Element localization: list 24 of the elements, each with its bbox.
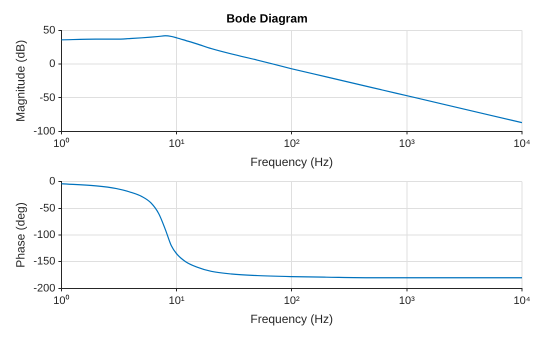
- y-tick-label: -50: [40, 202, 56, 214]
- x-tick-label: 10³: [398, 295, 416, 308]
- y-tick-label: 0: [49, 176, 56, 188]
- y-tick-label: 0: [49, 58, 56, 70]
- x-tick-label: 10³: [398, 138, 416, 150]
- x-tick-label: 10⁴: [514, 295, 531, 308]
- x-tick-label: 10¹: [168, 295, 185, 308]
- y-axis-title: Phase (deg): [14, 202, 28, 268]
- y-tick-label: -100: [33, 125, 56, 138]
- x-tick-label: 10¹: [168, 138, 185, 150]
- x-axis-title: Frequency (Hz): [250, 155, 334, 170]
- y-tick-label: 50: [43, 24, 56, 36]
- y-axis-title: Magnitude (dB): [14, 40, 28, 122]
- x-tick-label: 10⁰: [53, 137, 70, 150]
- y-tick-label: -200: [33, 282, 56, 294]
- x-axis-title: Frequency (Hz): [250, 312, 334, 326]
- chart-title: Bode Diagram: [226, 12, 308, 26]
- y-tick-label: -150: [33, 256, 56, 268]
- x-tick-label: 10²: [284, 138, 300, 150]
- x-tick-label: 10⁴: [514, 138, 531, 150]
- x-tick-label: 10⁰: [53, 294, 70, 308]
- x-tick-label: 10²: [284, 295, 300, 308]
- y-tick-label: -50: [40, 92, 56, 104]
- y-tick-label: -100: [33, 229, 56, 242]
